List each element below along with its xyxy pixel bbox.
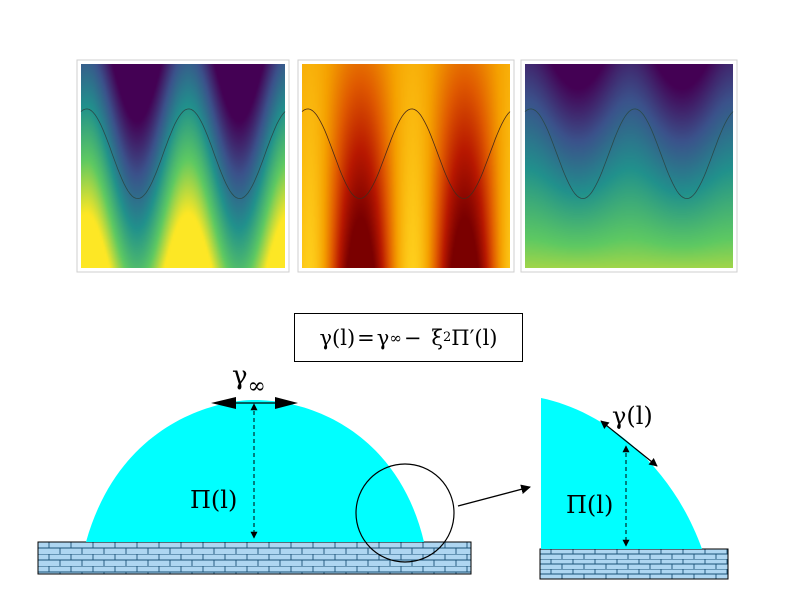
formula-minus: − — [403, 325, 422, 350]
zoom-arrow — [457, 484, 531, 507]
panel-heat — [297, 59, 515, 273]
gamma-inf-label: γ∞ — [232, 361, 266, 399]
pressure-label: Π(l) — [190, 486, 237, 514]
gamma-l-label: γ(l) — [612, 402, 653, 430]
zoom-tension-arrow — [600, 420, 658, 467]
droplet — [86, 400, 424, 542]
formula-sq: 2 — [443, 330, 452, 345]
zoom-pressure-label: Π(l) — [566, 491, 613, 519]
panel-viridis-1 — [76, 59, 290, 273]
interface-curve — [524, 108, 734, 200]
formula-box: γ(l) = γ ∞ − ξ 2 Π ′ (l) — [294, 313, 523, 362]
zoom-circle — [355, 463, 455, 563]
interface-curve — [80, 108, 286, 200]
panel-viridis-2 — [520, 59, 738, 273]
formula-pi: Π — [451, 325, 470, 350]
tension-arrows — [211, 397, 298, 409]
formula-prime: ′ — [469, 325, 475, 350]
formula-inf: ∞ — [389, 328, 402, 347]
substrate — [37, 541, 472, 575]
zoom-substrate — [539, 548, 729, 580]
formula-arg: (l) — [474, 325, 498, 350]
droplet-diagram: γ∞ Π(l) — [37, 361, 531, 575]
formula-gamma: γ — [376, 325, 390, 350]
zoom-droplet — [541, 398, 702, 549]
formula-lhs: γ(l) — [319, 325, 356, 350]
zoom-diagram: γ(l) Π(l) — [539, 398, 729, 580]
interface-curve — [301, 108, 511, 200]
panels-row — [76, 59, 738, 273]
formula-eq: = — [357, 325, 375, 350]
formula-xi: ξ — [431, 325, 443, 350]
